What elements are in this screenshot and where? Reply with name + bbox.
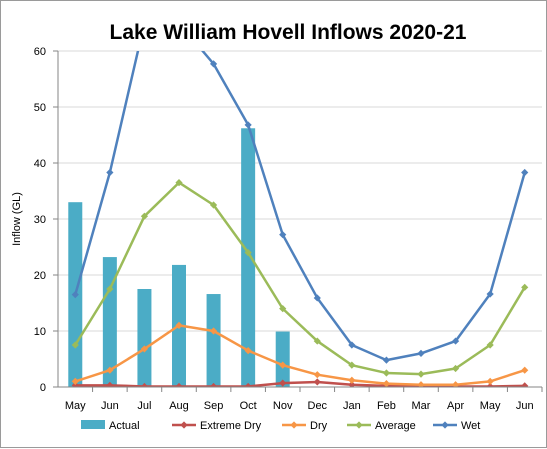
point-average-4 <box>209 201 218 209</box>
gridlines <box>58 50 542 332</box>
point-extreme-dry-3 <box>175 382 183 387</box>
y-axis-label: Inflow (GL) <box>11 192 23 246</box>
y-tick-labels: 0 10 20 30 40 50 60 <box>34 46 58 394</box>
point-wet-5 <box>244 121 252 129</box>
point-extreme-dry-4 <box>209 382 218 387</box>
point-wet-0 <box>71 291 79 299</box>
point-dry-9 <box>382 380 391 387</box>
x-tick-label: Nov <box>273 400 293 412</box>
point-dry-3 <box>175 321 183 329</box>
point-wet-13 <box>521 168 529 177</box>
legend-label-average: Average <box>375 420 416 432</box>
x-tick-label: Jul <box>137 400 151 412</box>
point-dry-7 <box>313 371 321 379</box>
point-wet-7 <box>313 294 321 302</box>
bar-actual-2 <box>137 289 152 387</box>
point-dry-5 <box>244 347 252 355</box>
x-tick-label: Feb <box>377 400 396 412</box>
point-average-8 <box>348 361 356 369</box>
x-tick-label: May <box>480 400 501 412</box>
point-dry-11 <box>451 381 460 387</box>
point-extreme-dry-8 <box>348 381 356 387</box>
point-average-1 <box>106 285 114 293</box>
legend-label-actual: Actual <box>109 420 140 432</box>
legend-label-dry: Dry <box>310 420 328 432</box>
point-extreme-dry-6 <box>279 379 287 387</box>
point-dry-6 <box>279 361 287 369</box>
legend-marker-average <box>355 421 363 429</box>
bar-actual-6 <box>275 331 290 387</box>
legend-marker-extreme-dry <box>180 421 188 429</box>
point-wet-12 <box>486 290 494 298</box>
bar-actual-1 <box>102 257 117 387</box>
x-tick-label: May <box>65 400 86 412</box>
x-tick-label: Jun <box>101 400 119 412</box>
y-tick-label: 0 <box>40 382 46 394</box>
point-wet-6 <box>279 231 287 239</box>
bar-actual-5 <box>241 128 256 387</box>
point-average-11 <box>451 364 460 373</box>
point-dry-4 <box>209 327 218 335</box>
point-dry-1 <box>106 366 114 374</box>
series-line-dry <box>74 324 526 387</box>
point-average-9 <box>382 369 391 377</box>
point-average-13 <box>521 283 529 291</box>
x-tick-label: Jun <box>516 400 534 412</box>
x-tick-label: Aug <box>169 400 189 412</box>
point-dry-12 <box>486 377 494 385</box>
y-tick-label: 60 <box>34 46 46 58</box>
legend-label-wet: Wet <box>461 420 480 432</box>
bar-series <box>68 128 290 387</box>
point-average-0 <box>71 341 79 349</box>
legend-swatch-actual <box>81 420 105 429</box>
point-wet-10 <box>417 349 425 357</box>
point-extreme-dry-7 <box>313 378 321 386</box>
y-tick-label: 10 <box>34 326 46 338</box>
line-series <box>71 51 529 387</box>
x-tick-label: Mar <box>412 400 431 412</box>
legend-label-extreme-dry: Extreme Dry <box>200 420 262 432</box>
point-dry-10 <box>417 381 425 387</box>
series-line-extreme-dry <box>75 380 525 387</box>
point-wet-8 <box>348 341 356 349</box>
legend-marker-dry <box>290 421 298 429</box>
point-wet-11 <box>451 337 460 345</box>
point-average-7 <box>313 337 321 345</box>
y-tick-label: 50 <box>34 102 46 114</box>
legend-marker-wet <box>441 421 449 429</box>
point-extreme-dry-2 <box>140 382 149 387</box>
series-line-wet <box>74 51 526 362</box>
point-average-6 <box>279 305 287 313</box>
bar-actual-4 <box>206 294 221 387</box>
point-average-12 <box>486 341 494 349</box>
y-tick-label: 20 <box>34 270 46 282</box>
point-average-2 <box>140 212 149 220</box>
point-extreme-dry-13 <box>521 382 529 387</box>
series-line-average <box>74 181 526 376</box>
y-tick-label: 40 <box>34 158 46 170</box>
x-tick-label: Jan <box>343 400 361 412</box>
x-tick-label: Apr <box>447 400 464 412</box>
x-tick-label: Sep <box>204 400 224 412</box>
legend: Actual Extreme Dry Dry Average Wet <box>81 420 480 432</box>
point-extreme-dry-1 <box>106 381 114 387</box>
point-extreme-dry-5 <box>244 382 252 387</box>
chart-title: Lake William Hovell Inflows 2020-21 <box>110 21 467 44</box>
x-tick-label: Oct <box>240 400 257 412</box>
point-dry-13 <box>521 366 529 374</box>
y-tick-label: 30 <box>34 214 46 226</box>
point-wet-4 <box>209 60 218 68</box>
point-dry-0 <box>71 377 79 385</box>
point-dry-8 <box>348 376 356 384</box>
point-average-5 <box>244 249 252 257</box>
point-wet-1 <box>106 168 114 177</box>
point-average-3 <box>175 179 183 187</box>
point-wet-9 <box>382 356 391 364</box>
point-dry-2 <box>140 345 149 353</box>
point-average-10 <box>417 370 425 378</box>
x-tick-label: Dec <box>308 400 328 412</box>
x-tick-labels: May Jun Jul Aug Sep Oct Nov Dec Jan Feb Mar Apr May J… <box>65 387 543 412</box>
